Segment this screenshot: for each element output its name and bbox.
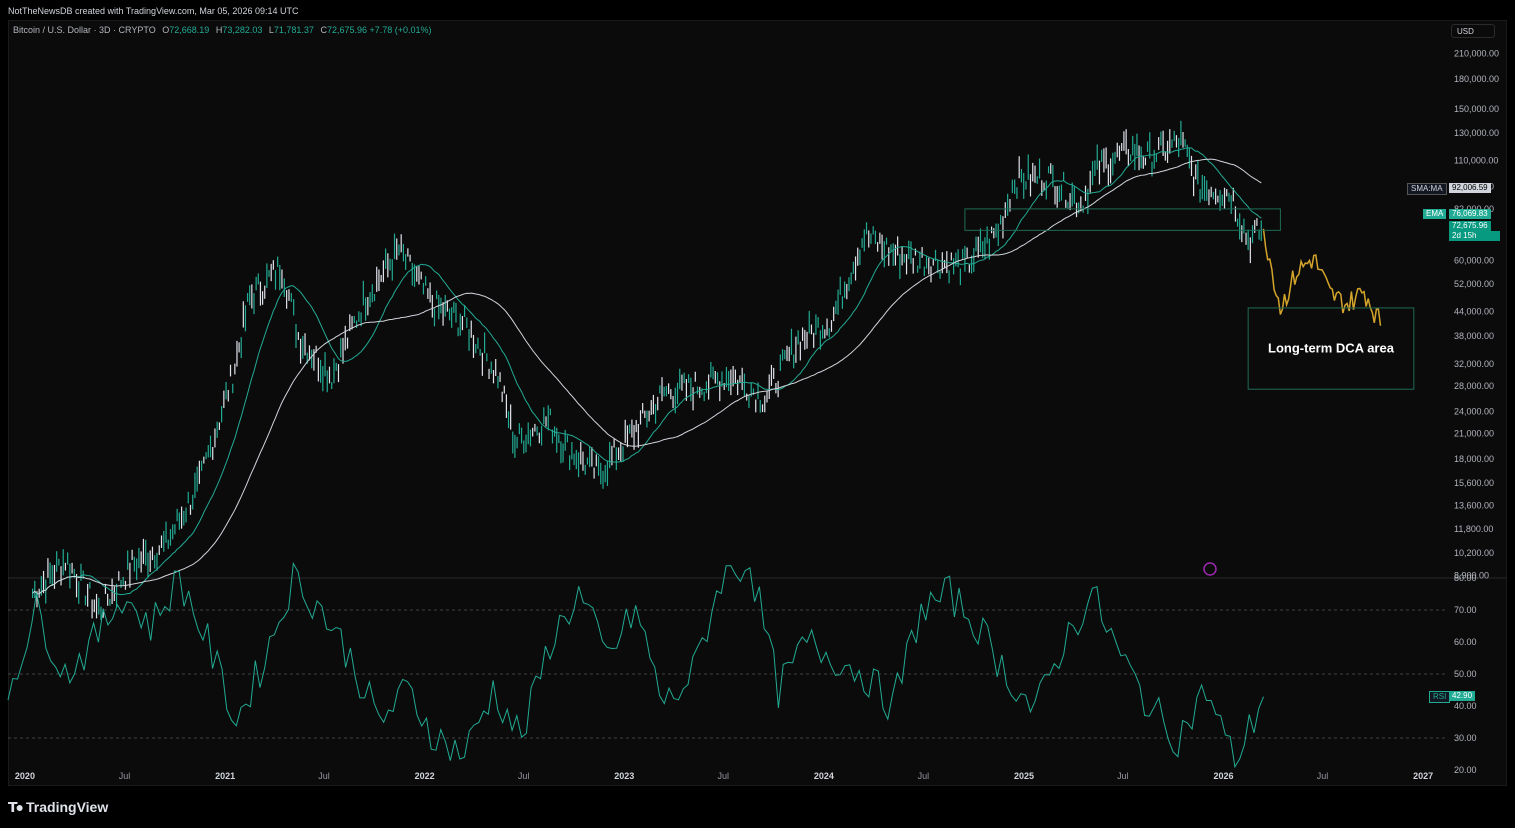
last-price-tag: 72,675.96 bbox=[1449, 221, 1491, 231]
price-axis-tick: 210,000.00 bbox=[1454, 49, 1499, 59]
symbol-legend: Bitcoin / U.S. Dollar · 3D · CRYPTO O72,… bbox=[13, 25, 432, 35]
price-axis-tick: 28,000.00 bbox=[1454, 381, 1494, 391]
open-label: O bbox=[162, 25, 170, 35]
low-value: 71,781.37 bbox=[273, 25, 314, 35]
time-axis-tick: Jul bbox=[518, 771, 530, 781]
time-axis-tick: Jul bbox=[1317, 771, 1329, 781]
rsi-axis-tick: 50.00 bbox=[1454, 669, 1477, 679]
sma-label-tag: SMA:MA bbox=[1407, 183, 1447, 195]
time-axis-tick: 2020 bbox=[15, 771, 35, 781]
brand-text: TradingView bbox=[26, 799, 109, 815]
price-axis-tick: 52,000.00 bbox=[1454, 279, 1494, 289]
price-axis-tick: 32,000.00 bbox=[1454, 359, 1494, 369]
attribution-text: NotTheNewsDB created with TradingView.co… bbox=[8, 6, 299, 16]
price-axis-tick: 44,000.00 bbox=[1454, 307, 1494, 317]
ema-label-tag: EMA bbox=[1423, 209, 1447, 219]
time-axis-tick: 2024 bbox=[814, 771, 834, 781]
replay-icon bbox=[1203, 562, 1217, 576]
price-axis-tick: 150,000.00 bbox=[1454, 104, 1499, 114]
open-value: 72,668.19 bbox=[169, 25, 210, 35]
close-label: C bbox=[320, 25, 327, 35]
ema-value-tag: 76,069.83 bbox=[1449, 209, 1491, 219]
chart-panel[interactable] bbox=[8, 20, 1507, 786]
symbol-name: Bitcoin / U.S. Dollar · 3D · CRYPTO bbox=[13, 25, 156, 35]
change-value: +7.78 (+0.01%) bbox=[369, 25, 432, 35]
rsi-axis-tick: 80.00 bbox=[1454, 573, 1477, 583]
rsi-axis-tick: 30.00 bbox=[1454, 733, 1477, 743]
price-axis-tick: 11,800.00 bbox=[1454, 524, 1493, 534]
close-value: 72,675.96 bbox=[326, 25, 367, 35]
time-axis-tick: 2027 bbox=[1413, 771, 1433, 781]
price-axis-tick: 110,000.00 bbox=[1454, 155, 1498, 165]
price-axis-tick: 10,200.00 bbox=[1454, 548, 1494, 558]
time-axis-tick: Jul bbox=[318, 771, 330, 781]
price-axis-tick: 82,000.00 bbox=[1454, 204, 1494, 214]
rsi-line bbox=[7, 561, 1264, 769]
low-label: L bbox=[268, 25, 274, 35]
price-axis-tick: 60,000.00 bbox=[1454, 255, 1494, 265]
ema-line bbox=[32, 147, 1262, 596]
time-axis-tick: Jul bbox=[1117, 771, 1129, 781]
price-axis-tick: 38,000.00 bbox=[1454, 331, 1494, 341]
tradingview-logo-icon: 𝗧● bbox=[8, 799, 24, 815]
price-axis-tick: 130,000.00 bbox=[1454, 128, 1499, 138]
rsi-axis-tick: 70.00 bbox=[1454, 605, 1477, 615]
high-value: 73,282.03 bbox=[222, 25, 263, 35]
price-axis-tick: 8,900.00 bbox=[1454, 570, 1489, 580]
time-axis-tick: Jul bbox=[918, 771, 930, 781]
rsi-axis-tick: 40.00 bbox=[1454, 701, 1477, 711]
dca-zone-box bbox=[1247, 307, 1415, 390]
time-axis-tick: 2021 bbox=[215, 771, 235, 781]
sma-line bbox=[32, 158, 1262, 595]
price-candles bbox=[32, 120, 1262, 621]
sma-value-tag: 92,006.59 bbox=[1449, 183, 1491, 193]
price-axis-tick: 15,600.00 bbox=[1454, 478, 1494, 488]
time-axis-tick: Jul bbox=[119, 771, 131, 781]
dca-annotation: Long-term DCA area bbox=[1268, 341, 1395, 356]
price-axis-tick: 18,000.00 bbox=[1454, 454, 1494, 464]
time-axis-tick: 2022 bbox=[415, 771, 435, 781]
price-axis-tick: 180,000.00 bbox=[1454, 74, 1499, 84]
high-label: H bbox=[215, 25, 223, 35]
rsi-label-tag: RSI bbox=[1429, 691, 1451, 703]
footer-bar bbox=[0, 786, 1515, 828]
projection-line bbox=[1262, 228, 1382, 326]
price-axis-tick: 13,600.00 bbox=[1454, 500, 1494, 510]
rsi-axis-tick: 20.00 bbox=[1454, 765, 1477, 775]
rsi-axis-tick: 60.00 bbox=[1454, 637, 1477, 647]
price-axis-tick: 24,000.00 bbox=[1454, 407, 1494, 417]
time-axis-tick: 2023 bbox=[614, 771, 634, 781]
countdown-tag: 2d 15h bbox=[1449, 231, 1500, 241]
attribution-bar: NotTheNewsDB created with TradingView.co… bbox=[0, 0, 1515, 20]
currency-button[interactable]: USD bbox=[1451, 24, 1495, 38]
support-zone-box bbox=[964, 208, 1281, 231]
tradingview-brand[interactable]: 𝗧● TradingView bbox=[8, 799, 108, 816]
time-axis-tick: Jul bbox=[717, 771, 729, 781]
price-axis-tick: 21,000.00 bbox=[1454, 429, 1494, 439]
rsi-value-tag: 42.90 bbox=[1449, 691, 1476, 701]
time-axis-tick: 2025 bbox=[1014, 771, 1034, 781]
time-axis-tick: 2026 bbox=[1214, 771, 1234, 781]
